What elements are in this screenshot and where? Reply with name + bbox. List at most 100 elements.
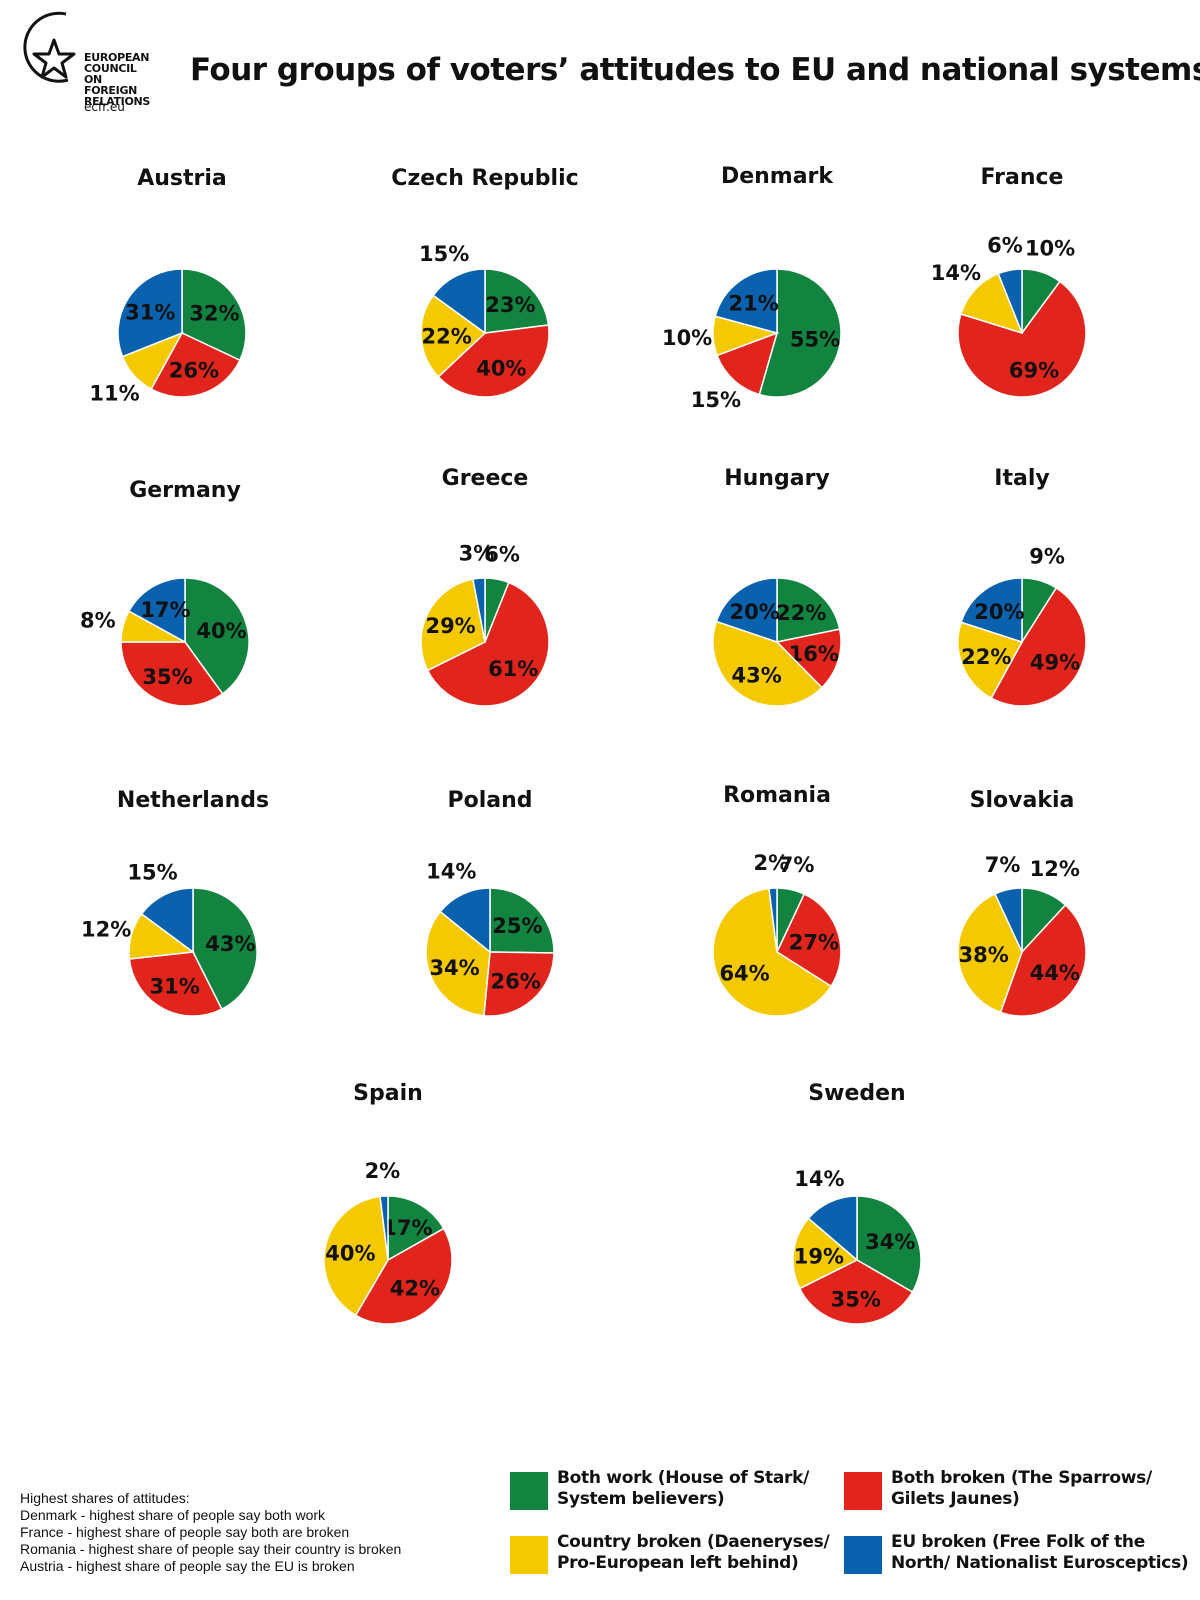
data-label: 11%	[89, 382, 139, 406]
chart-title: Romania	[723, 783, 831, 808]
pie-slice-eu-broken	[140, 887, 194, 954]
legend-swatch	[510, 1536, 548, 1574]
chart-title: Denmark	[721, 164, 834, 189]
data-label: 44%	[1030, 961, 1080, 985]
legend-label: Both work (House of Stark/System believe…	[557, 1468, 809, 1510]
pie-slice-eu-broken	[994, 887, 1023, 953]
logo-line: ON FOREIGN	[84, 73, 138, 97]
data-label: 34%	[429, 956, 479, 980]
ecfr-logo: EUROPEAN COUNCIL ON FOREIGN RELATIONS ec…	[6, 6, 156, 116]
pie-slice-eu-broken	[715, 577, 778, 644]
logo-line: COUNCIL	[84, 62, 137, 75]
data-label: 42%	[390, 1276, 440, 1300]
pie-slice-both-broken	[426, 581, 550, 707]
pie-slice-both-broken	[483, 951, 555, 1017]
data-label: 34%	[865, 1230, 915, 1254]
chart-title: Greece	[442, 466, 529, 491]
pie-chart-romania: Romania 7% 27% 64% 2%	[712, 783, 842, 1017]
data-label: 19%	[794, 1244, 844, 1268]
data-label: 17%	[382, 1216, 432, 1240]
pie-chart-austria: Austria 32% 26% 11% 31%	[89, 166, 247, 406]
pie-slice-eu-broken	[768, 887, 778, 953]
pie-slice-eu-broken	[472, 577, 486, 643]
data-label: 25%	[492, 914, 542, 938]
chart-title: France	[981, 165, 1064, 190]
legend-label: EU broken (Free Folk of the North/ Nation…	[891, 1532, 1189, 1574]
pie-slice-both-broken	[776, 893, 842, 988]
pie-slice-both-broken	[120, 641, 224, 707]
data-label: 6%	[484, 543, 520, 567]
pie-chart-italy: Italy 9% 49% 22% 20%	[957, 466, 1087, 707]
pie-slice-country-broken	[959, 272, 1024, 335]
pie-slice-both-broken	[354, 1227, 453, 1325]
logo-url: ecfr.eu	[84, 100, 125, 114]
pie-slice-country-broken	[323, 1195, 389, 1317]
legend-label-line: Both work (House of Stark/	[557, 1468, 810, 1488]
notes-line: Highest shares of attitudes:	[20, 1490, 190, 1506]
data-label: 26%	[169, 359, 219, 383]
data-label: 22%	[776, 601, 826, 625]
pie-slice-country-broken	[420, 294, 487, 378]
chart-title: Czech Republic	[391, 166, 578, 191]
data-label: 32%	[189, 301, 239, 325]
data-label: 10%	[662, 326, 712, 350]
notes-line: Austria - highest share of people say th…	[20, 1558, 355, 1574]
pie-chart-sweden: Sweden 34% 35% 19% 14%	[792, 1081, 922, 1325]
data-label: 35%	[831, 1287, 881, 1311]
chart-title: Poland	[447, 788, 532, 813]
logo-text: EUROPEAN COUNCIL ON FOREIGN RELATIONS	[84, 52, 156, 107]
pie-chart-france: France 10% 69% 14%6%	[931, 165, 1087, 398]
pie-slice-both-work	[181, 268, 247, 362]
pie-slice-country-broken	[712, 620, 823, 707]
pie-chart-spain: Spain 17% 42% 40% 2%	[323, 1081, 453, 1325]
pie-chart-poland: Poland 25% 26% 34% 14%	[425, 788, 555, 1017]
notes-line: France - highest share of people say bot…	[20, 1524, 350, 1540]
legend-swatch	[844, 1536, 882, 1574]
pie-slice-country-broken	[957, 892, 1023, 1014]
pie-slice-both-broken	[990, 586, 1087, 707]
pie-slice-both-work	[489, 887, 555, 954]
pie-slice-eu-broken	[714, 268, 778, 334]
data-label: 22%	[961, 645, 1011, 669]
legend-label-line: EU broken (Free Folk of the	[891, 1532, 1145, 1552]
data-label: 15%	[691, 388, 741, 412]
logo-line: RELATIONS	[84, 95, 151, 108]
data-label: 31%	[150, 975, 200, 999]
data-label: 38%	[959, 943, 1009, 967]
legend-swatch	[510, 1472, 548, 1510]
pie-slice-country-broken	[957, 621, 1024, 700]
pie-chart-netherlands: Netherlands 43%31% 12% 15%	[81, 788, 269, 1017]
data-label: 40%	[325, 1241, 375, 1265]
pie-slice-both-work	[758, 268, 842, 398]
chart-title: Germany	[129, 478, 241, 503]
legend-label-line: Both broken (The Sparrows/	[891, 1468, 1152, 1488]
pie-slice-both-work	[776, 577, 841, 643]
data-label: 35%	[142, 665, 192, 689]
data-label: 43%	[205, 932, 255, 956]
legend-label-line: North/ Nationalist Eurosceptics)	[891, 1553, 1189, 1573]
chart-title: Spain	[353, 1081, 423, 1106]
pie-slice-country-broken	[420, 578, 486, 672]
pie-chart-czech-republic: Czech Republic 23% 40%22% 15%	[391, 166, 579, 398]
legend-label: Both broken (The Sparrows/Gilets Jaunes)	[891, 1468, 1152, 1510]
notes: Highest shares of attitudes: Denmark - h…	[20, 1490, 401, 1575]
pie-slice-both-broken	[957, 280, 1087, 398]
pie-slice-both-work	[387, 1195, 445, 1262]
data-label: 21%	[729, 292, 779, 316]
pie-slice-country-broken	[792, 1217, 859, 1290]
data-label: 14%	[931, 261, 981, 285]
pie-slice-eu-broken	[439, 887, 491, 954]
data-label: 23%	[485, 293, 535, 317]
pie-slice-both-work	[856, 1195, 922, 1294]
pie-slice-country-broken	[712, 887, 833, 1017]
pie-slice-both-broken	[128, 951, 223, 1017]
data-label: 3%	[459, 541, 495, 565]
chart-title: Sweden	[808, 1081, 905, 1106]
data-label: 14%	[794, 1167, 844, 1191]
pie-chart-germany: Germany 40%35% 8% 17%	[80, 478, 250, 707]
pie-slice-both-broken	[798, 1259, 914, 1325]
data-label: 40%	[196, 619, 246, 643]
data-label: 20%	[974, 600, 1024, 624]
data-label: 2%	[365, 1159, 401, 1183]
